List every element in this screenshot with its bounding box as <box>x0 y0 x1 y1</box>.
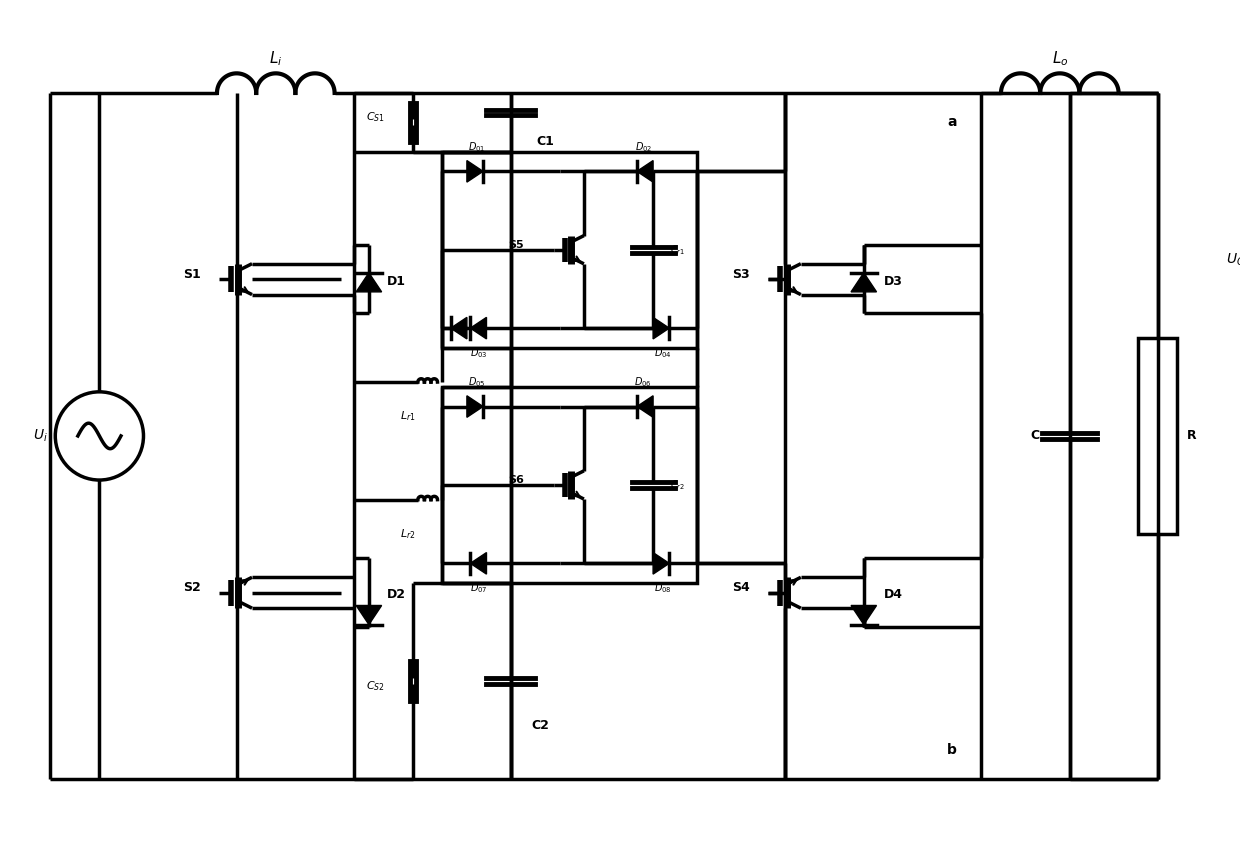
Text: D3: D3 <box>884 275 903 288</box>
Text: $D_{08}$: $D_{08}$ <box>653 581 672 595</box>
Text: $C_{r1}$: $C_{r1}$ <box>670 242 686 256</box>
Text: C2: C2 <box>532 719 549 732</box>
Bar <box>443 387 697 583</box>
Polygon shape <box>851 273 877 292</box>
Polygon shape <box>653 317 670 339</box>
Text: $L_i$: $L_i$ <box>269 49 283 68</box>
Text: b: b <box>947 742 957 757</box>
Text: D1: D1 <box>387 275 405 288</box>
Polygon shape <box>470 553 486 574</box>
Polygon shape <box>637 160 653 182</box>
Text: D4: D4 <box>884 588 903 601</box>
Text: D2: D2 <box>387 588 405 601</box>
Text: S5: S5 <box>508 240 523 249</box>
Text: $D_{02}$: $D_{02}$ <box>635 140 652 154</box>
Text: a: a <box>947 115 957 129</box>
Polygon shape <box>467 160 484 182</box>
Bar <box>1138 338 1178 534</box>
Text: $L_{r2}$: $L_{r2}$ <box>401 527 415 541</box>
Text: $L_o$: $L_o$ <box>1052 49 1068 68</box>
Text: S3: S3 <box>733 268 750 281</box>
Polygon shape <box>470 317 486 339</box>
Text: C: C <box>1030 430 1040 443</box>
Polygon shape <box>653 553 670 574</box>
Polygon shape <box>450 317 467 339</box>
Text: S6: S6 <box>508 475 523 485</box>
Polygon shape <box>467 396 484 417</box>
Text: $C_{r2}$: $C_{r2}$ <box>670 478 686 492</box>
Text: $U_i$: $U_i$ <box>33 428 48 444</box>
Text: $C_{S2}$: $C_{S2}$ <box>366 679 386 693</box>
Polygon shape <box>637 396 653 417</box>
Text: $D_{03}$: $D_{03}$ <box>470 346 487 359</box>
Text: $D_{01}$: $D_{01}$ <box>467 140 485 154</box>
Text: $D_{04}$: $D_{04}$ <box>653 346 672 359</box>
Text: $D_{07}$: $D_{07}$ <box>470 581 487 595</box>
Polygon shape <box>356 273 382 292</box>
Text: S4: S4 <box>733 581 750 594</box>
Text: $L_{r1}$: $L_{r1}$ <box>401 410 415 423</box>
Text: S1: S1 <box>184 268 201 281</box>
Polygon shape <box>851 605 877 624</box>
Text: $U_O$: $U_O$ <box>1226 251 1240 268</box>
Polygon shape <box>356 605 382 624</box>
Text: C1: C1 <box>537 135 554 148</box>
Bar <box>443 152 697 348</box>
Text: $D_{05}$: $D_{05}$ <box>467 375 486 389</box>
Text: $C_{S1}$: $C_{S1}$ <box>366 111 386 125</box>
Text: S2: S2 <box>184 581 201 594</box>
Text: R: R <box>1187 430 1197 443</box>
Text: $D_{06}$: $D_{06}$ <box>635 375 652 389</box>
